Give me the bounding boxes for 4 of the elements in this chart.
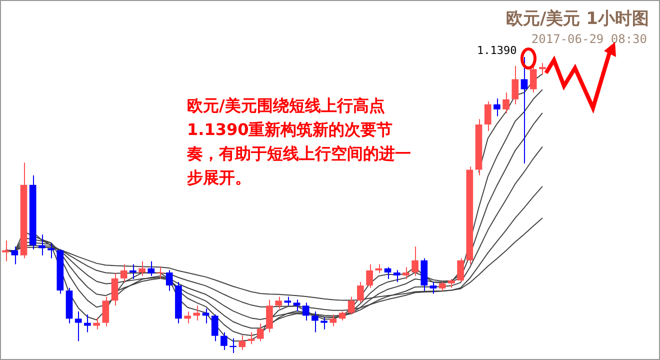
chart-title: 欧元/美元 1小时图 (506, 8, 649, 30)
annotation: 欧元/美元围绕短线上行高点1.1390重新构筑新的次要节奏，有助于短线上行空间的进一步展开。 (187, 95, 412, 189)
annotation: 1.1390 (477, 44, 517, 57)
text: 2017-06-29 08:30 (531, 32, 647, 46)
